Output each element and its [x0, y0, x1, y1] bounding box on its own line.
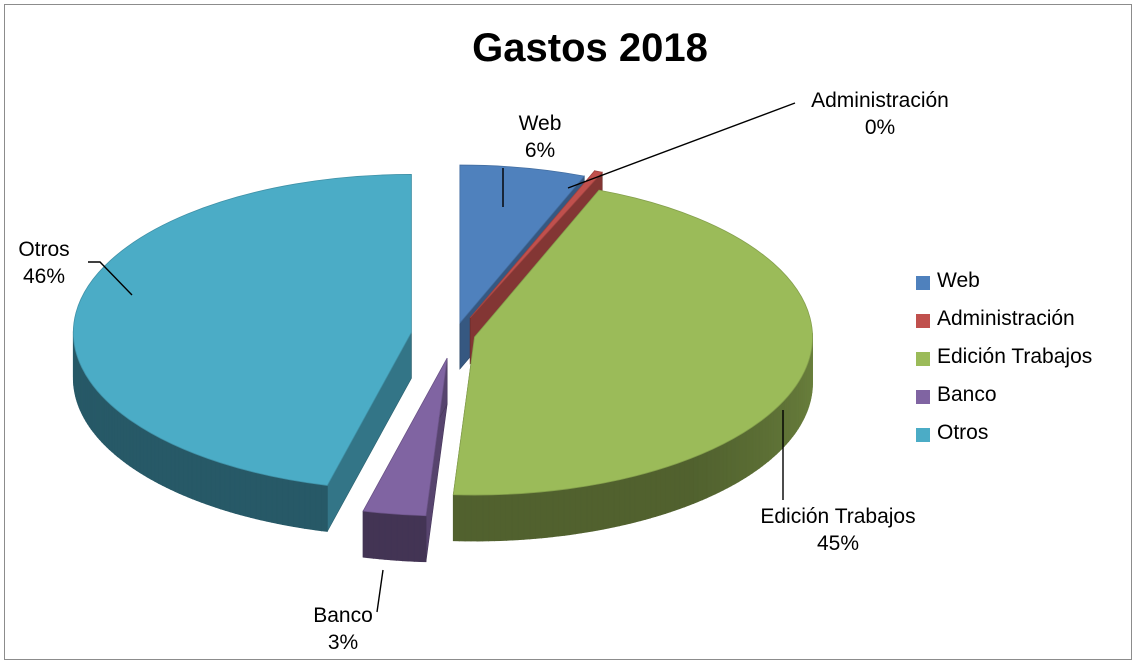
legend-swatch-banco — [916, 390, 930, 404]
slice-label-edicion-trabajos: Edición Trabajos 45% — [760, 505, 915, 555]
chart-title: Gastos 2018 — [472, 26, 708, 70]
slice-label-otros: Otros 46% — [18, 238, 69, 288]
leader-line-otros — [88, 261, 133, 296]
slice-label-percent-otros: 46% — [23, 265, 65, 288]
leader-line-administracion — [567, 102, 796, 189]
chart-legend: Web Administración Edición Trabajos Banco Ot… — [916, 268, 1126, 458]
pie-slice-top-banco — [362, 357, 448, 517]
legend-label-web: Web — [937, 269, 980, 292]
legend-label-administracion: Administración — [937, 307, 1075, 330]
legend-swatch-otros — [916, 428, 930, 442]
slice-label-name-administracion: Administración — [811, 89, 949, 112]
slice-label-web: Web 6% — [519, 112, 562, 162]
slice-label-administracion: Administración 0% — [811, 89, 949, 139]
legend-swatch-edicion-trabajos — [916, 352, 930, 366]
legend-label-edicion-trabajos: Edición Trabajos — [937, 345, 1093, 368]
legend-item-banco: Banco — [916, 382, 1126, 414]
pie-slice-top-otros — [72, 174, 412, 486]
slice-label-percent-banco: 3% — [328, 631, 358, 654]
slice-label-name-otros: Otros — [18, 238, 69, 261]
legend-item-administracion: Administración — [916, 306, 1126, 338]
legend-swatch-web — [916, 276, 930, 290]
legend-label-banco: Banco — [937, 383, 997, 406]
slice-label-name-edicion-trabajos: Edición Trabajos — [760, 505, 915, 528]
pie-slice-top-edicion-trabajos — [452, 189, 813, 496]
slice-label-banco: Banco 3% — [313, 604, 373, 654]
pie-slice-otros — [72, 174, 412, 532]
slice-label-name-web: Web — [519, 112, 562, 135]
legend-swatch-administracion — [916, 314, 930, 328]
legend-label-otros: Otros — [937, 421, 989, 444]
slice-label-name-banco: Banco — [313, 604, 373, 627]
slice-label-percent-administracion: 0% — [865, 116, 895, 139]
pie-slice-top-web — [459, 164, 586, 325]
legend-item-edicion-trabajos: Edición Trabajos — [916, 344, 1126, 376]
slice-label-percent-edicion-trabajos: 45% — [817, 532, 859, 555]
legend-item-web: Web — [916, 268, 1126, 300]
leader-line-banco — [376, 569, 384, 613]
legend-item-otros: Otros — [916, 420, 1126, 452]
pie-slice-edicion-trabajos — [452, 189, 813, 542]
slice-label-percent-web: 6% — [525, 139, 555, 162]
pie-slice-top-administracion — [469, 170, 604, 318]
pie-slice-banco — [362, 357, 448, 563]
